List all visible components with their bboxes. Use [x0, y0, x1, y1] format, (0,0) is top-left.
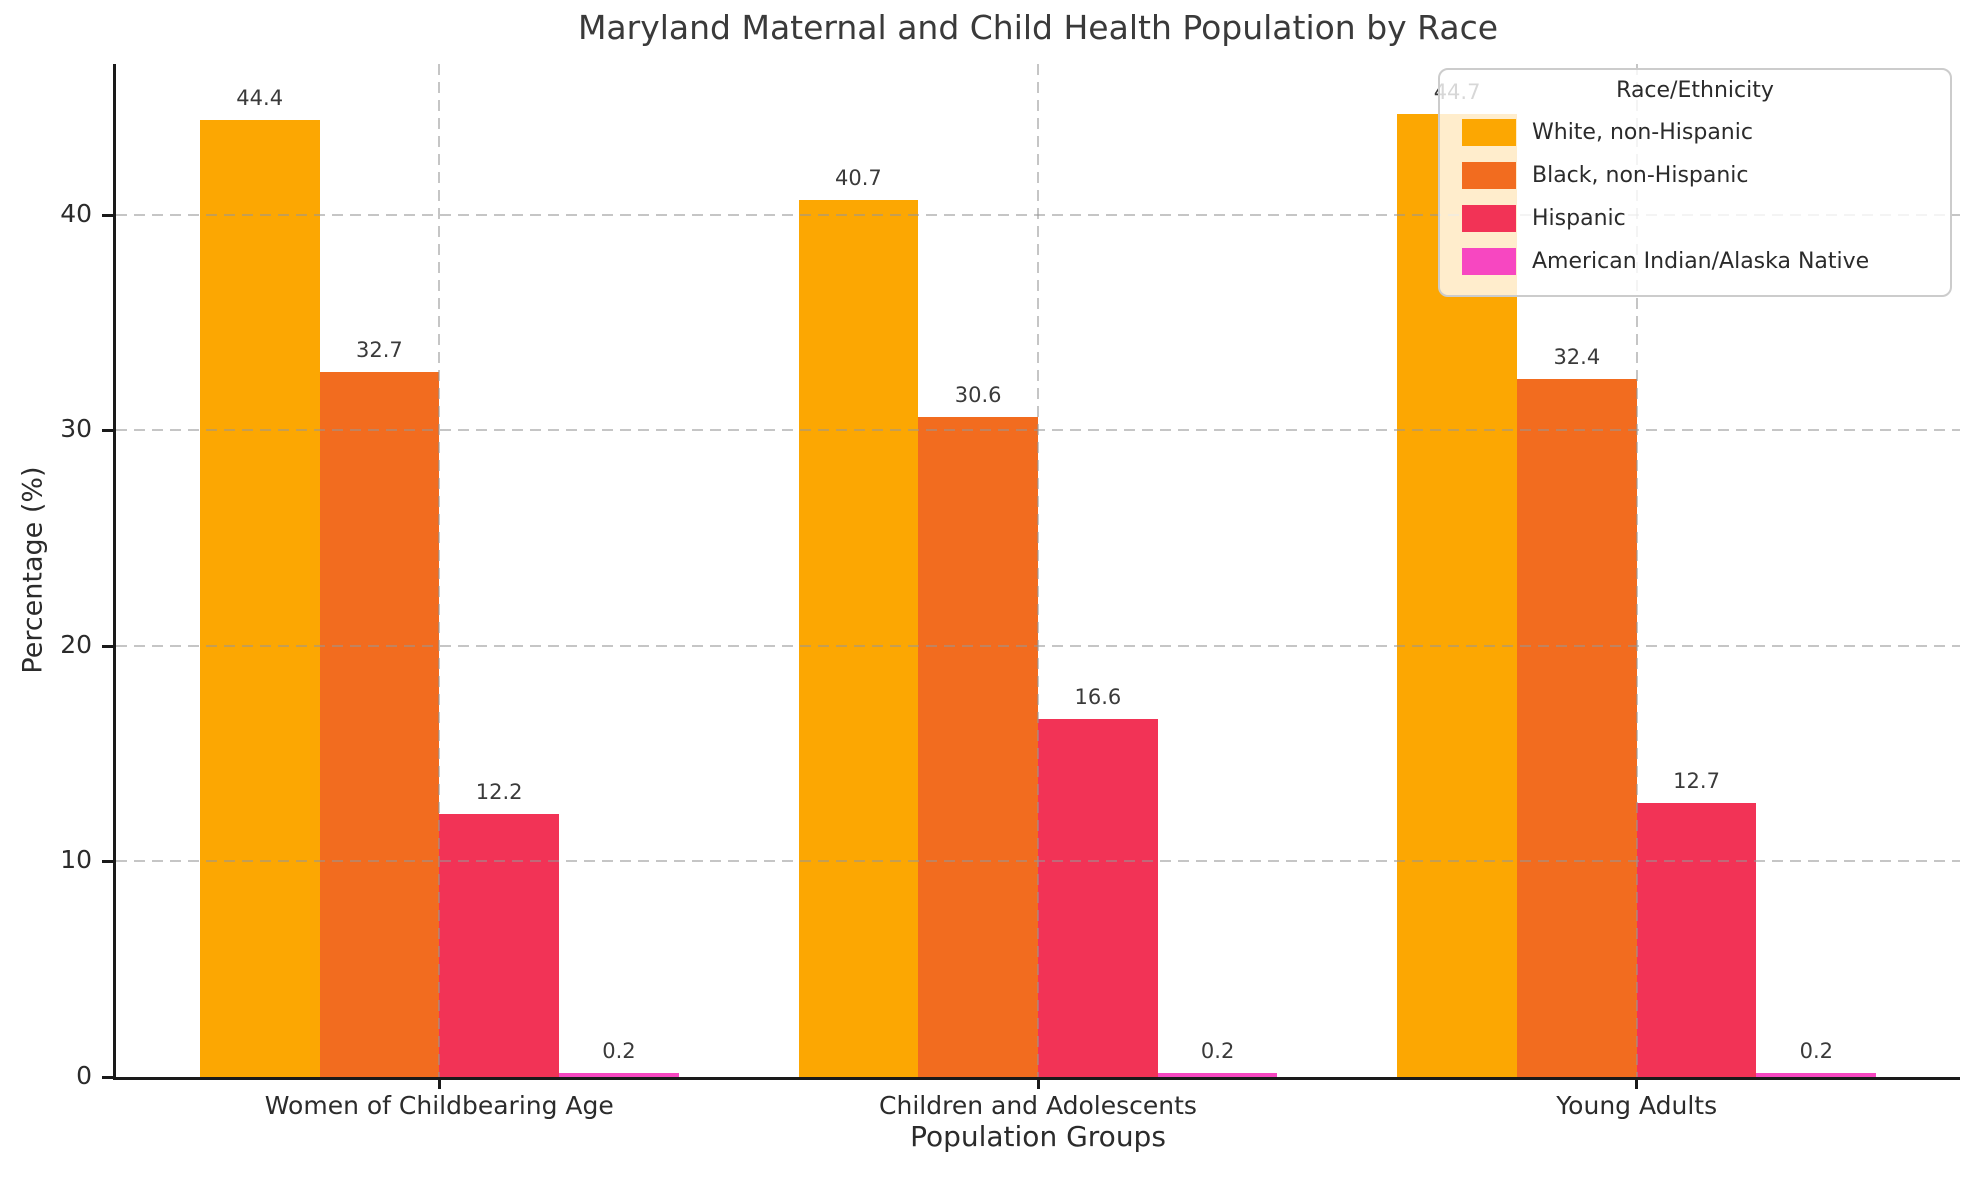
x-tick-1 [437, 1077, 441, 1089]
legend-swatch-icon [1462, 205, 1516, 232]
bar-american-indian-alaska-native-group-1 [559, 1072, 679, 1077]
bar-hispanic-group-2 [1038, 719, 1158, 1077]
bar-black-non-hispanic-group-3 [1516, 378, 1637, 1077]
legend-item-label: Hispanic [1532, 206, 1626, 231]
x-axis-label: Population Groups [910, 1120, 1166, 1153]
bar-value-label: 32.7 [356, 338, 403, 363]
bar-black-non-hispanic-group-2 [918, 417, 1038, 1077]
y-tick-label-0: 0 [76, 1061, 92, 1090]
v-gridline-2 [1037, 64, 1039, 1077]
bar-american-indian-alaska-native-group-3 [1756, 1072, 1877, 1077]
legend-title: Race/Ethnicity [1616, 78, 1774, 103]
legend-item: American Indian/Alaska Native [1440, 240, 1950, 283]
x-tick-label-3: Young Adults [1556, 1091, 1718, 1120]
legend: Race/Ethnicity White, non-Hispanic Black,… [1438, 68, 1952, 297]
chart-title: Maryland Maternal and Child Health Popul… [577, 8, 1499, 47]
y-tick-0 [102, 1076, 113, 1079]
bar-american-indian-alaska-native-group-2 [1157, 1072, 1278, 1077]
bar-value-label: 30.6 [954, 383, 1002, 408]
y-tick-10 [102, 860, 113, 864]
legend-item-label: American Indian/Alaska Native [1532, 249, 1870, 274]
legend-item: Black, non-Hispanic [1440, 154, 1950, 197]
bar-hispanic-group-1 [439, 814, 560, 1077]
y-tick-label-30: 30 [60, 414, 92, 444]
bar-value-label: 0.2 [602, 1038, 636, 1063]
bar-value-label: 0.2 [1799, 1038, 1833, 1063]
bar-value-label: 40.7 [834, 165, 882, 190]
bar-value-label: 12.2 [475, 780, 523, 805]
bar-white-non-hispanic-group-1 [199, 120, 320, 1077]
legend-item: White, non-Hispanic [1440, 111, 1950, 154]
y-tick-40 [102, 213, 113, 217]
bar-value-label: 0.2 [1200, 1038, 1235, 1063]
legend-swatch-icon [1462, 162, 1516, 189]
v-gridline-1 [438, 64, 441, 1077]
legend-swatch-icon [1462, 119, 1516, 146]
x-tick-label-1: Women of Childbearing Age [264, 1091, 614, 1120]
y-tick-label-20: 20 [60, 629, 92, 659]
bar-value-label: 32.4 [1553, 344, 1601, 369]
x-tick-label-2: Children and Adolescents [879, 1091, 1197, 1120]
legend-item: Hispanic [1440, 197, 1950, 240]
legend-item-label: Black, non-Hispanic [1532, 163, 1749, 188]
plot-area: 44.432.712.20.240.730.616.60.244.732.412… [113, 64, 1960, 1080]
bar-value-label: 16.6 [1074, 685, 1122, 710]
x-tick-3 [1635, 1077, 1639, 1089]
y-tick-label-10: 10 [60, 845, 92, 875]
x-tick-2 [1036, 1077, 1040, 1089]
y-tick-20 [102, 644, 113, 648]
y-tick-label-40: 40 [60, 198, 92, 228]
bar-hispanic-group-3 [1636, 803, 1757, 1077]
y-tick-30 [102, 429, 113, 433]
legend-swatch-icon [1462, 248, 1516, 275]
bar-value-label: 44.4 [236, 86, 284, 111]
bar-value-label: 12.7 [1673, 769, 1720, 794]
bar-white-non-hispanic-group-2 [798, 199, 919, 1077]
v-gridline-3 [1635, 64, 1638, 1077]
y-axis-spine [113, 64, 116, 1080]
legend-item-label: White, non-Hispanic [1532, 120, 1753, 145]
bar-black-non-hispanic-group-1 [319, 372, 440, 1077]
legend-items: White, non-Hispanic Black, non-Hispanic Hi… [1440, 111, 1950, 283]
